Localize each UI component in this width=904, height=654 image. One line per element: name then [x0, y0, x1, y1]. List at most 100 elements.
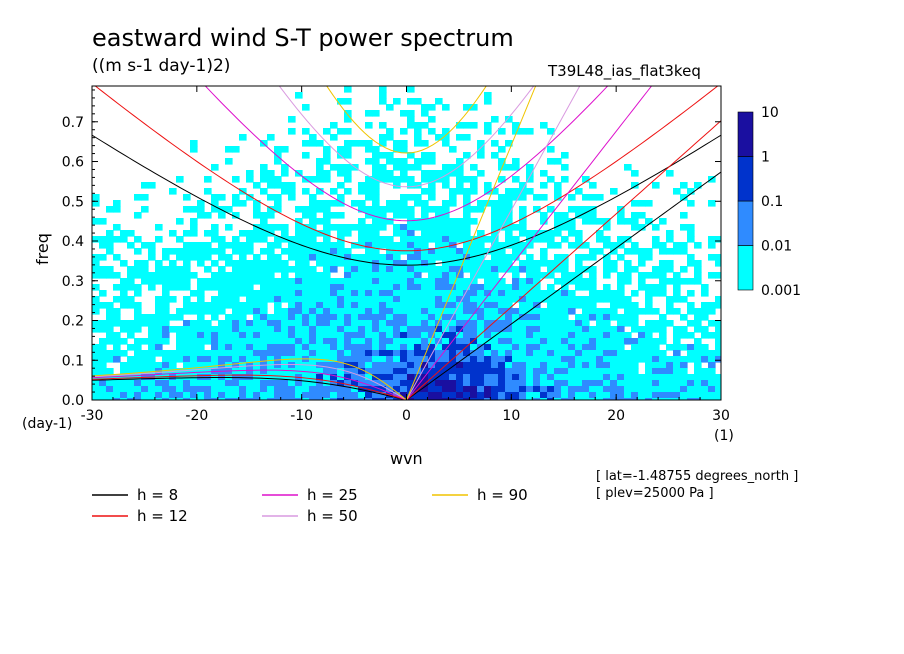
power-cell [274, 380, 282, 387]
power-cell [414, 278, 422, 285]
power-cell [449, 374, 457, 381]
power-cell [512, 290, 520, 297]
power-cell [169, 272, 177, 279]
power-cell [631, 320, 639, 327]
power-cell [428, 170, 436, 177]
power-cell [680, 374, 688, 381]
power-cell [330, 320, 338, 327]
power-cell [414, 224, 422, 231]
power-cell [302, 224, 310, 231]
power-cell [428, 302, 436, 309]
power-cell [610, 362, 618, 369]
power-cell [330, 380, 338, 387]
power-cell [288, 182, 296, 189]
power-cell [673, 290, 681, 297]
power-cell [526, 128, 534, 135]
power-cell [533, 398, 541, 400]
power-cell [491, 392, 499, 399]
power-cell [421, 176, 429, 183]
power-cell [456, 302, 464, 309]
power-cell [659, 260, 667, 267]
power-cell [295, 314, 303, 321]
power-cell [190, 362, 198, 369]
power-cell [344, 86, 352, 93]
power-cell [533, 320, 541, 327]
power-cell [456, 284, 464, 291]
power-cell [631, 302, 639, 309]
power-cell [288, 266, 296, 273]
power-cell [302, 278, 310, 285]
power-cell [610, 302, 618, 309]
y-tick-label: 0.3 [62, 274, 84, 290]
power-cell [519, 278, 527, 285]
power-cell [575, 356, 583, 363]
power-cell [372, 218, 380, 225]
power-cell [190, 356, 198, 363]
power-cell [680, 278, 688, 285]
power-cell [435, 278, 443, 285]
power-cell [281, 350, 289, 357]
power-cell [99, 242, 107, 249]
power-cell [596, 386, 604, 393]
power-cell [477, 236, 485, 243]
power-cell [113, 332, 121, 339]
power-cell [456, 296, 464, 303]
power-cell [645, 272, 653, 279]
power-cell [260, 320, 268, 327]
power-cell [351, 344, 359, 351]
power-cell [176, 254, 184, 261]
power-cell [442, 332, 450, 339]
power-cell [351, 332, 359, 339]
power-cell [624, 218, 632, 225]
power-cell [645, 296, 653, 303]
power-cell [708, 332, 716, 339]
power-cell [246, 356, 254, 363]
power-cell [295, 236, 303, 243]
power-cell [652, 356, 660, 363]
power-cell [99, 344, 107, 351]
power-cell [652, 374, 660, 381]
power-cell [687, 374, 695, 381]
power-cell [435, 296, 443, 303]
power-cell [337, 332, 345, 339]
power-cell [211, 284, 219, 291]
power-cell [267, 254, 275, 261]
power-cell [288, 350, 296, 357]
power-cell [365, 224, 373, 231]
power-cell [386, 350, 394, 357]
power-cell [372, 302, 380, 309]
power-cell [127, 302, 135, 309]
power-cell [344, 188, 352, 195]
power-cell [372, 236, 380, 243]
power-cell [379, 302, 387, 309]
power-cell [337, 338, 345, 345]
power-cell [547, 266, 555, 273]
power-cell [113, 392, 121, 399]
power-cell [512, 314, 520, 321]
power-cell [337, 308, 345, 315]
power-cell [428, 182, 436, 189]
power-cell [204, 320, 212, 327]
power-cell [400, 248, 408, 255]
power-cell [428, 398, 436, 400]
power-cell [155, 320, 163, 327]
power-cell [505, 350, 513, 357]
power-cell [351, 290, 359, 297]
power-cell [540, 170, 548, 177]
power-cell [204, 242, 212, 249]
power-cell [351, 296, 359, 303]
power-cell [393, 248, 401, 255]
power-cell [673, 188, 681, 195]
power-cell [421, 248, 429, 255]
power-cell [225, 356, 233, 363]
power-cell [428, 260, 436, 267]
power-cell [267, 182, 275, 189]
power-cell [211, 362, 219, 369]
power-cell [603, 398, 611, 400]
power-cell [288, 314, 296, 321]
power-cell [323, 260, 331, 267]
power-cell [463, 134, 471, 141]
power-cell [92, 356, 100, 363]
power-cell [253, 350, 261, 357]
power-cell [526, 302, 534, 309]
